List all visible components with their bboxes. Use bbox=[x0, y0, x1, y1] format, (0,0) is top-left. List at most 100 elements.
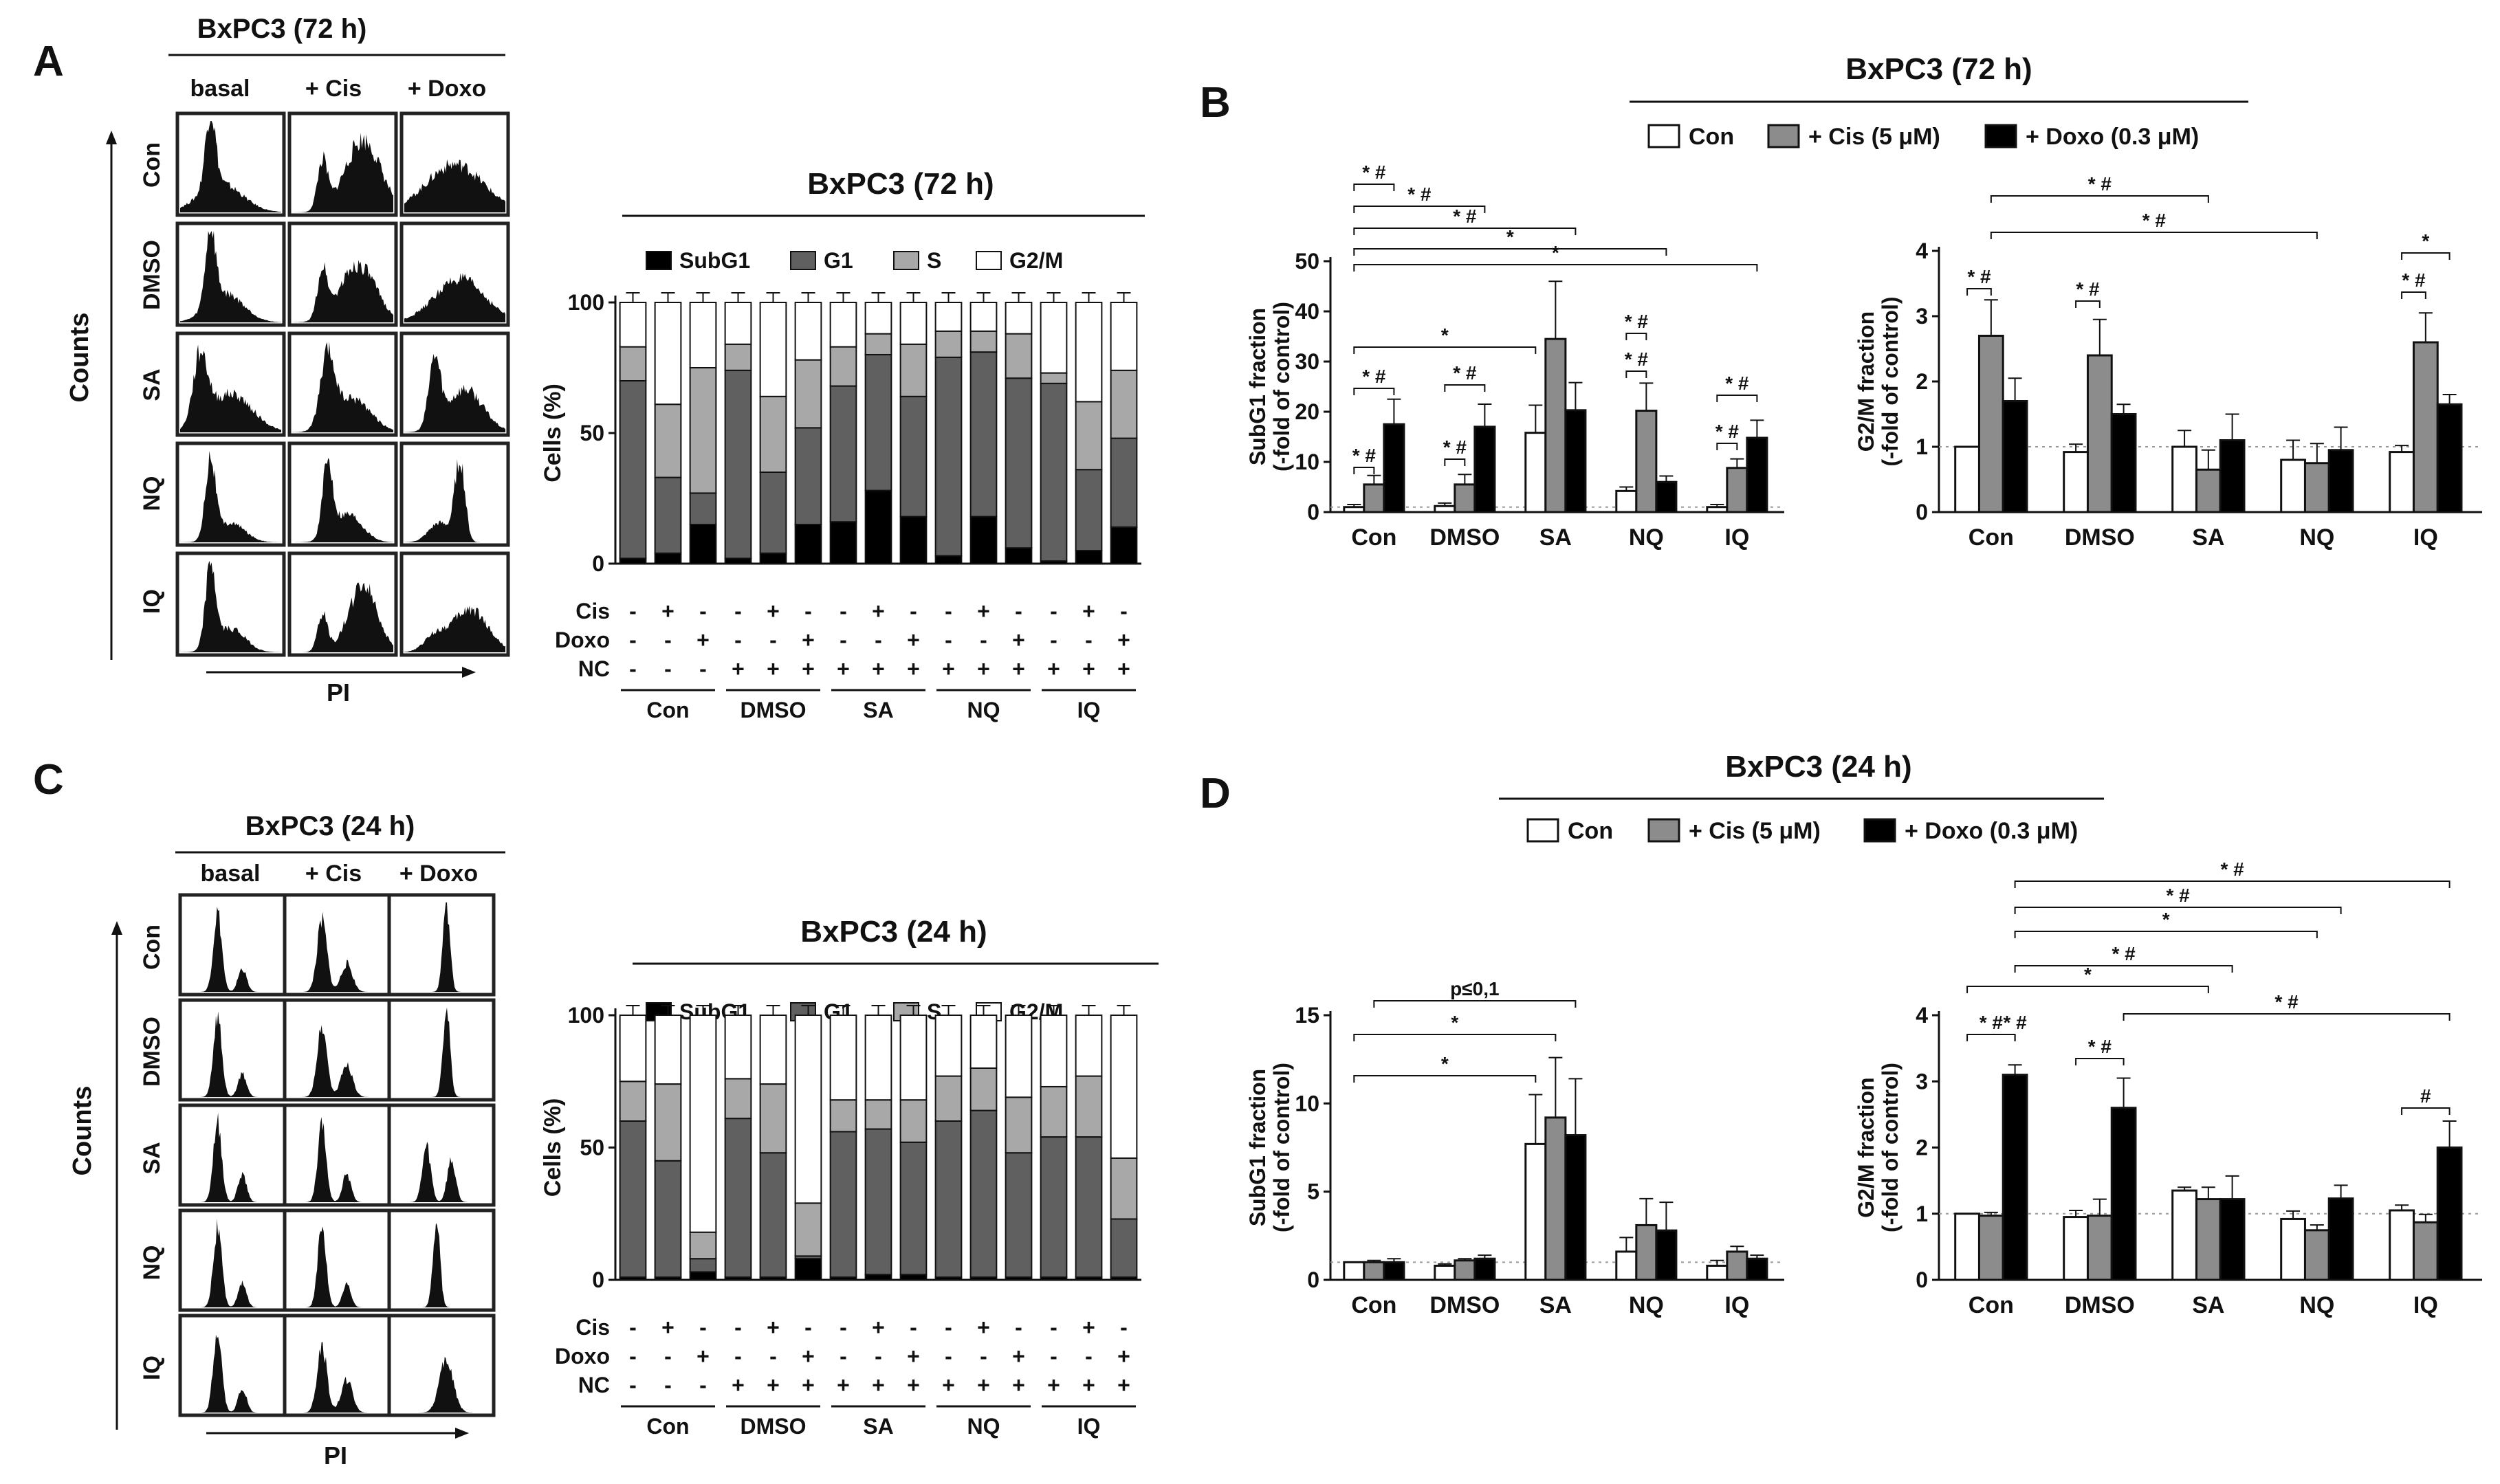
panel-c-stacked-bar-s-7 bbox=[829, 1099, 857, 1133]
panel-a-stacked-bar-g2m-5 bbox=[759, 302, 787, 397]
panel-d-legend-swatch bbox=[1863, 818, 1896, 843]
panel-b-g2m-significance-bracket bbox=[2075, 300, 2101, 308]
panel-b-g2m-ylabel: G2/M fraction bbox=[1854, 311, 1878, 452]
panel-b-sub-significance-label: * # bbox=[1443, 436, 1467, 458]
panel-a-histograms: BxPC3 (72 h) basal + Cis + Doxo Con DMSO… bbox=[65, 14, 510, 707]
panel-b-sub-bar-sa-3 bbox=[1564, 409, 1587, 513]
panel-c-stacked-bar-subg1-6 bbox=[794, 1258, 822, 1281]
panel-c-stacked-bar-g2m-2 bbox=[654, 1015, 682, 1085]
panel-c-stacked-treatment-cell: + bbox=[872, 1315, 885, 1340]
panel-c-stacked-treatment-cell: - bbox=[1015, 1315, 1022, 1340]
panel-d-sub-bar-con-3 bbox=[1383, 1261, 1405, 1281]
panel-a-stacked-treatment-cell: + bbox=[977, 656, 990, 681]
panel-a-stacked-bar-s-4 bbox=[724, 343, 752, 371]
panel-a-stacked-treatment-cell: + bbox=[942, 656, 955, 681]
panel-b-g2m-bar-con-1 bbox=[1954, 445, 1980, 513]
row-label-iq: IQ bbox=[139, 589, 165, 614]
col-label-basal-c: basal bbox=[201, 861, 261, 887]
panel-c-stacked-bar-g2m-9 bbox=[899, 1015, 928, 1101]
panel-d-g2m-bar-dmso-2 bbox=[2086, 1215, 2113, 1281]
panel-d-g2m-significance-bracket bbox=[2014, 931, 2318, 938]
panel-c-stacked-treatment-cell: + bbox=[1012, 1344, 1025, 1369]
panel-b-g2m-category-con: Con bbox=[1969, 524, 2014, 551]
panel-b-sub-category-sa: SA bbox=[1539, 524, 1572, 551]
panel-b-sub-ytick: 0 bbox=[1307, 500, 1319, 524]
panel-a-stacked-treatment-cell: - bbox=[629, 628, 637, 652]
panel-d-g2m-ytick: 3 bbox=[1916, 1069, 1928, 1094]
panel-a-stacked-bar-g1-2 bbox=[654, 476, 682, 554]
panel-b-g2m-bar-sa-1 bbox=[2171, 445, 2197, 513]
panel-a-stacked-bar-g2m-3 bbox=[689, 302, 717, 368]
panel-c-stacked-treatment-cell: + bbox=[802, 1344, 815, 1369]
panel-c-stacked-treatment-label-doxo: Doxo bbox=[555, 1344, 610, 1369]
panel-b-g2m-category-nq: NQ bbox=[2299, 524, 2334, 551]
panel-c-stacked-bar-s-12 bbox=[1005, 1096, 1033, 1154]
panel-c-stacked-title: BxPC3 (24 h) bbox=[800, 915, 987, 949]
panel-a-stacked-legend-label: S bbox=[927, 248, 941, 273]
col-label-cis: + Cis bbox=[305, 76, 362, 102]
panel-a-histogram-r5-c3 bbox=[399, 551, 510, 657]
panel-a-stacked-legend-label: G2/M bbox=[1009, 248, 1063, 273]
panel-d-g2m-bar-con-3 bbox=[2002, 1074, 2028, 1281]
panel-b-g2m-ytick: 0 bbox=[1916, 500, 1928, 524]
panel-b-g2m-bar-dmso-1 bbox=[2063, 451, 2089, 513]
panel-b-sub-significance-bracket bbox=[1625, 370, 1647, 378]
panel-a-stacked-title: BxPC3 (72 h) bbox=[807, 167, 994, 201]
panel-b-sub-bar-dmso-1 bbox=[1434, 505, 1456, 513]
panel-a-stacked-treatment-cell: + bbox=[837, 656, 850, 681]
panel-d-sub-bar-nq-3 bbox=[1655, 1229, 1678, 1281]
panel-b-g2m-significance-label: * # bbox=[1967, 266, 1991, 287]
panel-a-stacked-bar-g1-14 bbox=[1075, 469, 1103, 552]
panel-a-stacked-bar-g2m-6 bbox=[794, 302, 822, 361]
panel-a-stacked-bar-g1-9 bbox=[899, 395, 928, 518]
panel-b-sub-category-iq: IQ bbox=[1724, 524, 1749, 551]
panel-b-sub-significance-label: * # bbox=[1362, 366, 1386, 387]
panel-d-g2m-bar-sa-3 bbox=[2219, 1198, 2246, 1281]
panel-b-sub-ytick: 40 bbox=[1295, 299, 1319, 324]
panel-d-sub-ytick: 15 bbox=[1295, 1003, 1319, 1028]
panel-a-stacked-treatment-cell: + bbox=[872, 599, 885, 623]
panel-b-g2m-chart: 0 1 2 3 4 G2/M fraction (-fold of control) Con D… bbox=[1854, 173, 2482, 551]
panel-b-sub-significance-bracket bbox=[1716, 395, 1758, 402]
panel-b-g2m-significance-bracket bbox=[2401, 252, 2450, 260]
panel-a-stacked-bar-subg1-15 bbox=[1110, 526, 1138, 564]
panel-a-hist-title: BxPC3 (72 h) bbox=[197, 14, 367, 44]
panel-a-stacked-treatment-cell: + bbox=[802, 628, 815, 652]
panel-c-stacked-bar-g1-3 bbox=[689, 1258, 717, 1273]
panel-a-stacked-group-label-sa: SA bbox=[863, 698, 893, 722]
panel-d-legend-swatch bbox=[1526, 818, 1559, 843]
panel-d-g2m-significance-label: * bbox=[2084, 964, 2092, 985]
panel-b-sub-ylabel: SubG1 fraction bbox=[1245, 308, 1270, 465]
panel-d-sub-category-nq: NQ bbox=[1629, 1292, 1664, 1318]
panel-a-stacked-bar-g2m-14 bbox=[1075, 302, 1103, 403]
panel-c-stacked-treatment-cell: + bbox=[802, 1373, 815, 1397]
panel-c-stacked-bar-g1-5 bbox=[759, 1152, 787, 1278]
panel-b-g2m-significance-label: * bbox=[2422, 230, 2429, 252]
panel-a-stacked-bar-s-8 bbox=[864, 333, 892, 356]
panel-a-stacked-bar-s-5 bbox=[759, 395, 787, 473]
panel-d-sub-bar-iq-1 bbox=[1706, 1264, 1729, 1281]
panel-c-stacked-ytick: 100 bbox=[568, 1003, 604, 1028]
panel-c-histogram-r5-c3 bbox=[387, 1314, 496, 1417]
panel-d-g2m-bar-nq-1 bbox=[2280, 1217, 2306, 1281]
panel-d-g2m-significance-label: * # bbox=[2003, 1012, 2027, 1033]
panel-c-stacked-treatment-cell: - bbox=[664, 1373, 672, 1397]
panel-a-histogram-r4-c3 bbox=[399, 441, 510, 547]
panel-d-sub-bar-nq-1 bbox=[1615, 1250, 1638, 1281]
panel-a-stacked-bar-g1-13 bbox=[1040, 382, 1068, 562]
panel-d-g2m-ytick: 4 bbox=[1916, 1003, 1928, 1028]
panel-d-g2m-ytick: 0 bbox=[1916, 1267, 1928, 1292]
panel-a-stacked-bar-subg1-11 bbox=[969, 516, 998, 564]
row-label-nq: NQ bbox=[139, 476, 165, 511]
panel-a-stacked-treatment-cell: - bbox=[804, 599, 812, 623]
panel-a-stacked-treatment-label-doxo: Doxo bbox=[555, 628, 610, 652]
panel-a-stacked-treatment-cell: - bbox=[699, 599, 707, 623]
panel-d-g2m-significance-label: * # bbox=[2166, 885, 2190, 906]
panel-b-g2m-significance-label: * # bbox=[2076, 278, 2100, 300]
panel-b-sub-significance-bracket bbox=[1625, 333, 1647, 340]
panel-b-sub-significance-label: * bbox=[1552, 242, 1559, 263]
panel-a-stacked-bar-g1-8 bbox=[864, 354, 892, 491]
panel-c-stacked-bar-s-3 bbox=[689, 1231, 717, 1260]
panel-d-g2m-significance-label: * # bbox=[2274, 991, 2299, 1012]
